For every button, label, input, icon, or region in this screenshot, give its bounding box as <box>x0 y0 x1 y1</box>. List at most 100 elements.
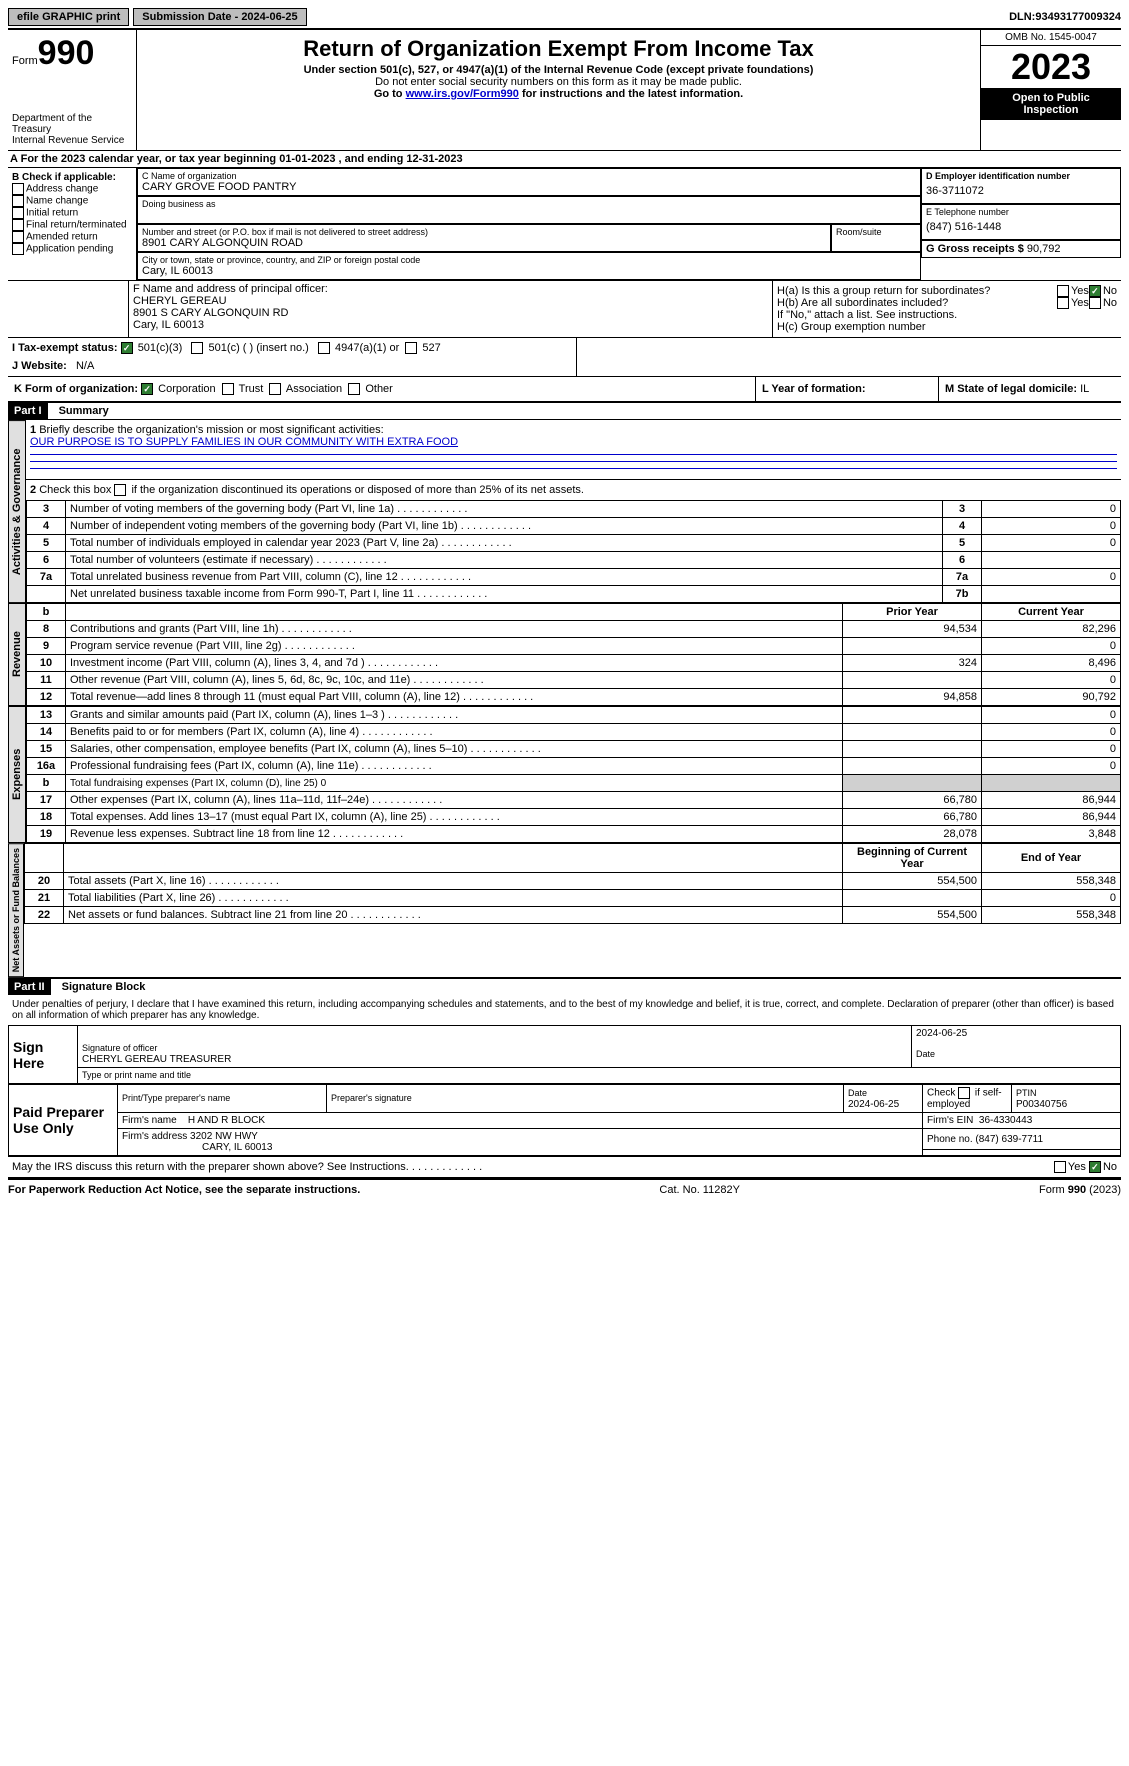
firm-ein: 36-4330443 <box>979 1115 1032 1126</box>
501c-checkbox[interactable] <box>191 342 203 354</box>
table-row: bTotal fundraising expenses (Part IX, co… <box>27 775 1121 792</box>
firm-phone: (847) 639-7711 <box>975 1134 1043 1145</box>
part2-header: Part II <box>8 979 51 995</box>
org-name: CARY GROVE FOOD PANTRY <box>142 181 916 193</box>
hb-yes-checkbox[interactable] <box>1057 297 1069 309</box>
ha-yes-checkbox[interactable] <box>1057 285 1069 297</box>
website-value: N/A <box>76 360 94 372</box>
dept-label: Department of the Treasury Internal Reve… <box>12 113 132 146</box>
table-row: 22Net assets or fund balances. Subtract … <box>25 907 1121 924</box>
application-pending-checkbox[interactable] <box>12 243 24 255</box>
irs-link[interactable]: www.irs.gov/Form990 <box>406 88 519 100</box>
omb-number: OMB No. 1545-0047 <box>981 30 1121 46</box>
check-applicable-col: B Check if applicable: Address change Na… <box>8 168 137 280</box>
501c3-checkbox[interactable]: ✓ <box>121 342 133 354</box>
gross-receipts-value: 90,792 <box>1027 243 1061 255</box>
table-row: 17Other expenses (Part IX, column (A), l… <box>27 792 1121 809</box>
sign-date: 2024-06-25 <box>912 1026 1121 1042</box>
dln-label: DLN: <box>1009 11 1035 23</box>
signature-table: Sign Here 2024-06-25 Signature of office… <box>8 1025 1121 1084</box>
preparer-date: 2024-06-25 <box>848 1099 899 1110</box>
initial-return-checkbox[interactable] <box>12 207 24 219</box>
form-footer: Form 990 (2023) <box>1039 1184 1121 1196</box>
table-row: 7aTotal unrelated business revenue from … <box>27 569 1121 586</box>
discuss-yes-checkbox[interactable] <box>1054 1161 1066 1173</box>
form-title: Return of Organization Exempt From Incom… <box>141 36 976 62</box>
part1-header: Part I <box>8 403 48 419</box>
governance-table: 3Number of voting members of the governi… <box>26 500 1121 603</box>
subtitle-1: Under section 501(c), 527, or 4947(a)(1)… <box>141 64 976 76</box>
table-row: 13Grants and similar amounts paid (Part … <box>27 707 1121 724</box>
discontinued-label: Check this box if the organization disco… <box>39 484 584 496</box>
state-domicile-value: IL <box>1080 383 1089 395</box>
expenses-table: 13Grants and similar amounts paid (Part … <box>26 706 1121 843</box>
subtitle-3: Go to www.irs.gov/Form990 for instructio… <box>141 88 976 100</box>
other-checkbox[interactable] <box>348 383 360 395</box>
officer-signature: CHERYL GEREAU TREASURER <box>82 1054 231 1065</box>
telephone-label: E Telephone number <box>926 207 1116 217</box>
hb-note: If "No," attach a list. See instructions… <box>777 309 1117 321</box>
ha-no-checkbox[interactable]: ✓ <box>1089 285 1101 297</box>
discuss-label: May the IRS discuss this return with the… <box>12 1161 1054 1173</box>
table-row: 3Number of voting members of the governi… <box>27 501 1121 518</box>
discontinued-checkbox[interactable] <box>114 484 126 496</box>
4947-checkbox[interactable] <box>318 342 330 354</box>
discuss-no-checkbox[interactable]: ✓ <box>1089 1161 1101 1173</box>
officer-name: CHERYL GEREAU <box>133 295 768 307</box>
officer-label: F Name and address of principal officer: <box>133 283 768 295</box>
final-return-checkbox[interactable] <box>12 219 24 231</box>
table-row: 18Total expenses. Add lines 13–17 (must … <box>27 809 1121 826</box>
527-checkbox[interactable] <box>405 342 417 354</box>
officer-addr1: 8901 S CARY ALGONQUIN RD <box>133 307 768 319</box>
hc-label: H(c) Group exemption number <box>777 321 1117 333</box>
ptin-value: P00340756 <box>1016 1099 1067 1110</box>
submission-date-button[interactable]: Submission Date - 2024-06-25 <box>133 8 306 26</box>
ein-label: D Employer identification number <box>926 171 1116 181</box>
address-change-checkbox[interactable] <box>12 183 24 195</box>
paid-preparer-label: Paid Preparer Use Only <box>9 1085 118 1156</box>
net-assets-section-label: Net Assets or Fund Balances <box>8 843 24 977</box>
page-footer: For Paperwork Reduction Act Notice, see … <box>8 1178 1121 1196</box>
mission-value: OUR PURPOSE IS TO SUPPLY FAMILIES IN OUR… <box>30 436 458 448</box>
form-header: Form990 Department of the Treasury Inter… <box>8 30 1121 151</box>
org-name-label: C Name of organization <box>142 171 916 181</box>
year-formation-label: L Year of formation: <box>762 383 866 395</box>
part2-title: Signature Block <box>54 981 146 993</box>
dln-value: 93493177009324 <box>1035 11 1121 23</box>
revenue-table: b Prior Year Current Year 8Contributions… <box>26 603 1121 706</box>
table-row: 9Program service revenue (Part VIII, lin… <box>27 638 1121 655</box>
net-assets-table: Beginning of Current Year End of Year 20… <box>24 843 1121 924</box>
table-row: 4Number of independent voting members of… <box>27 518 1121 535</box>
corporation-checkbox[interactable]: ✓ <box>141 383 153 395</box>
expenses-section-label: Expenses <box>8 706 26 843</box>
address: 8901 CARY ALGONQUIN ROAD <box>142 237 826 249</box>
trust-checkbox[interactable] <box>222 383 234 395</box>
preparer-table: Paid Preparer Use Only Print/Type prepar… <box>8 1084 1121 1156</box>
perjury-text: Under penalties of perjury, I declare th… <box>8 995 1121 1025</box>
table-row: Net unrelated business taxable income fr… <box>27 586 1121 603</box>
sign-here-label: Sign Here <box>9 1026 78 1084</box>
officer-addr2: Cary, IL 60013 <box>133 319 768 331</box>
amended-return-checkbox[interactable] <box>12 231 24 243</box>
hb-label: H(b) Are all subordinates included? <box>777 297 1057 309</box>
name-change-checkbox[interactable] <box>12 195 24 207</box>
state-domicile-label: M State of legal domicile: <box>945 383 1077 395</box>
table-row: 8Contributions and grants (Part VIII, li… <box>27 621 1121 638</box>
top-bar: efile GRAPHIC print Submission Date - 20… <box>8 8 1121 30</box>
subtitle-2: Do not enter social security numbers on … <box>141 76 976 88</box>
table-row: 6Total number of volunteers (estimate if… <box>27 552 1121 569</box>
tax-year-line: A For the 2023 calendar year, or tax yea… <box>8 151 1121 168</box>
association-checkbox[interactable] <box>269 383 281 395</box>
type-print-label: Type or print name and title <box>82 1070 191 1080</box>
firm-address-2: CARY, IL 60013 <box>202 1142 272 1153</box>
table-row: 5Total number of individuals employed in… <box>27 535 1121 552</box>
website-label: J Website: <box>12 360 67 372</box>
hb-no-checkbox[interactable] <box>1089 297 1101 309</box>
governance-section-label: Activities & Governance <box>8 420 26 603</box>
address-label: Number and street (or P.O. box if mail i… <box>142 227 826 237</box>
tax-year: 2023 <box>981 46 1121 88</box>
self-employed-checkbox[interactable] <box>958 1087 970 1099</box>
ein-value: 36-3711072 <box>926 181 1116 201</box>
efile-button[interactable]: efile GRAPHIC print <box>8 8 129 26</box>
table-row: 20Total assets (Part X, line 16)554,5005… <box>25 873 1121 890</box>
